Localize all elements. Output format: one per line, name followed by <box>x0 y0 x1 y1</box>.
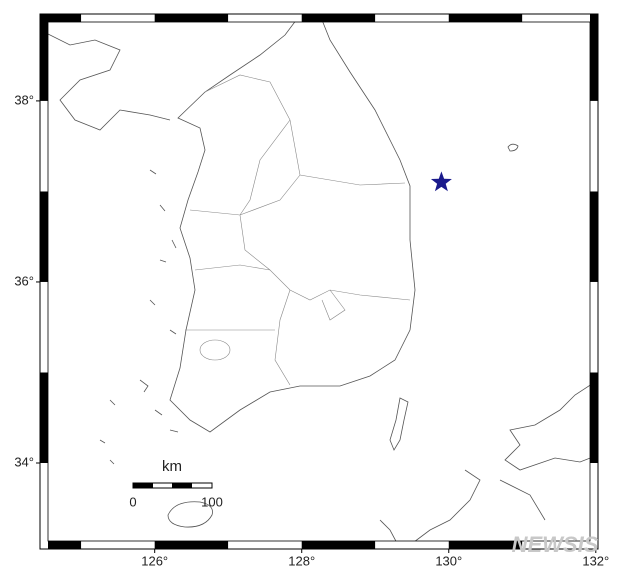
jeju <box>167 501 213 528</box>
frame-block <box>590 281 598 373</box>
frame-block <box>40 463 48 549</box>
lat-tick-label: 38° <box>14 92 34 107</box>
scale-bar: km 0 100 <box>129 458 222 509</box>
korean-peninsula <box>169 14 416 433</box>
frame-inner <box>47 21 591 542</box>
frame-block <box>40 541 82 549</box>
watermark: NEWSIS <box>512 532 599 557</box>
frame-block <box>40 100 48 192</box>
frame-block <box>40 14 82 22</box>
scale-bar-block <box>133 483 153 488</box>
lon-tick-label: 126° <box>141 553 168 568</box>
frame-block <box>448 541 523 549</box>
frame-block <box>590 191 598 282</box>
frame-block <box>40 281 48 373</box>
frame-block <box>154 14 229 22</box>
islands-west <box>99 169 179 465</box>
tsushima <box>389 397 409 451</box>
lon-tick-label: 130° <box>435 553 462 568</box>
scale-label: 0 <box>129 494 136 509</box>
lon-tick-label: 128° <box>288 553 315 568</box>
lat-tick-label: 36° <box>14 273 34 288</box>
scale-unit: km <box>162 458 182 475</box>
frame-block <box>590 100 598 192</box>
coastlines <box>39 14 599 546</box>
frame-block <box>522 14 596 22</box>
frame-block <box>81 541 155 549</box>
frame-block <box>81 14 155 22</box>
scale-bar-block <box>172 483 192 488</box>
frame-block <box>448 14 523 22</box>
province-borders <box>185 74 411 386</box>
frame-block <box>590 14 598 101</box>
frame <box>36 13 599 553</box>
china-coast <box>39 29 171 131</box>
frame-block <box>228 541 302 549</box>
frame-block <box>40 14 48 101</box>
frame-block <box>154 541 229 549</box>
frame-block <box>375 541 449 549</box>
lat-tick-label: 34° <box>14 454 34 469</box>
scale-label: 100 <box>201 494 223 509</box>
frame-block <box>522 541 596 549</box>
frame-block <box>590 372 598 464</box>
frame-block <box>590 463 598 549</box>
japan-coast <box>379 379 599 546</box>
ulleungdo <box>507 143 519 152</box>
frame-block <box>301 541 376 549</box>
epicenter-star <box>430 171 452 192</box>
frame-block <box>40 191 48 282</box>
frame-block <box>40 372 48 464</box>
frame-block <box>228 14 302 22</box>
lon-tick-label: 132° <box>582 553 609 568</box>
frame-block <box>375 14 449 22</box>
frame-block <box>301 14 376 22</box>
